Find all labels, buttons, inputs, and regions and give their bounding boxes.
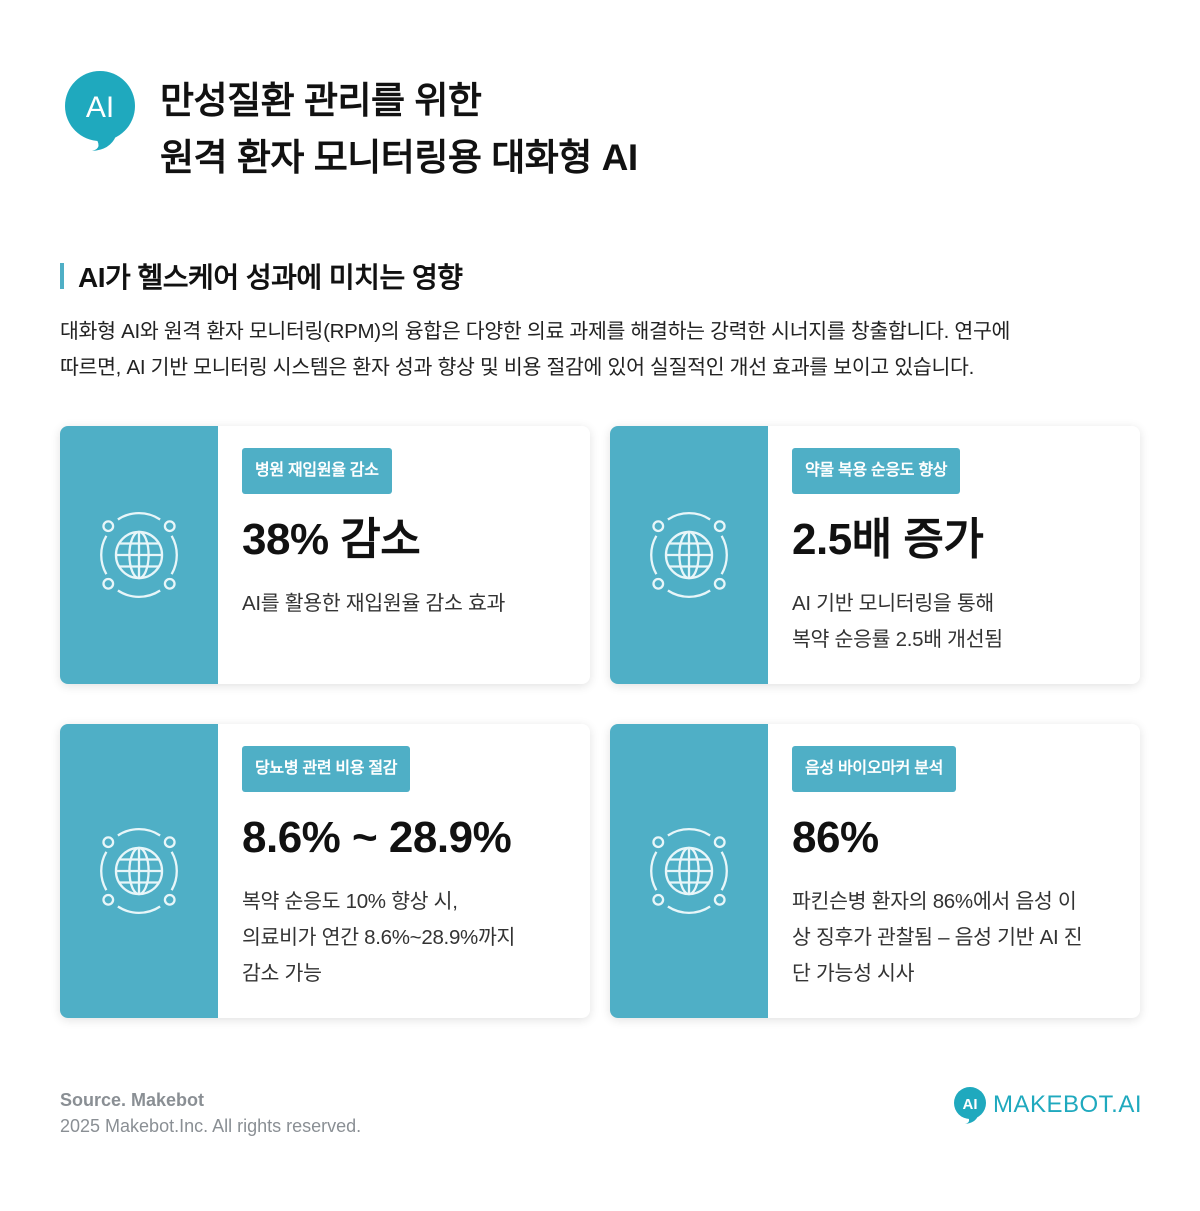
- card-icon-panel: [60, 426, 218, 684]
- header: AI 만성질환 관리를 위한 원격 환자 모니터링용 대화형 AI: [60, 68, 1140, 188]
- card-description: AI 기반 모니터링을 통해 복약 순응률 2.5배 개선됨: [792, 586, 1120, 658]
- intro-line-1: 대화형 AI와 원격 환자 모니터링(RPM)의 융합은 다양한 의료 과제를 …: [60, 320, 1011, 343]
- card-desc-line: 복약 순응도 10% 향상 시,: [242, 890, 458, 913]
- stat-card-voice-biomarker: 음성 바이오마커 분석 86% 파킨슨병 환자의 86%에서 음성 이 상 징후…: [610, 724, 1140, 1018]
- globe-icon: [650, 828, 728, 914]
- card-desc-line: AI 기반 모니터링을 통해: [792, 592, 994, 615]
- globe-icon: [100, 828, 178, 914]
- card-value: 38% 감소: [242, 515, 421, 564]
- card-tag: 당뇨병 관련 비용 절감: [242, 746, 411, 792]
- intro-line-2: 따르면, AI 기반 모니터링 시스템은 환자 성과 향상 및 비용 절감에 있…: [60, 356, 974, 379]
- makebot-logo-icon: AI: [953, 1087, 986, 1124]
- card-tag: 약물 복용 순응도 향상: [792, 448, 961, 494]
- makebot-logo[interactable]: AI MAKEBOT.AI: [953, 1086, 1142, 1124]
- card-tag: 병원 재입원율 감소: [242, 448, 392, 494]
- title-line-1: 만성질환 관리를 위한: [160, 80, 482, 121]
- card-value: 2.5배 증가: [792, 515, 984, 564]
- card-icon-panel: [610, 426, 768, 684]
- card-value: 8.6% ~ 28.9%: [242, 813, 512, 862]
- logo-text: MAKEBOT.AI: [992, 1091, 1142, 1118]
- card-icon-panel: [60, 724, 218, 1018]
- section-title: AI가 헬스케어 성과에 미치는 영향: [78, 262, 463, 293]
- card-desc-line: 의료비가 연간 8.6%~28.9%까지: [242, 926, 516, 949]
- stat-card-readmission: 병원 재입원율 감소 38% 감소 AI를 활용한 재입원율 감소 효과: [60, 426, 590, 684]
- card-desc-line: AI를 활용한 재입원율 감소 효과: [242, 592, 506, 615]
- stat-card-diabetes-cost: 당뇨병 관련 비용 절감 8.6% ~ 28.9% 복약 순응도 10% 향상 …: [60, 724, 590, 1018]
- section-accent-bar: [60, 263, 64, 289]
- card-desc-line: 단 가능성 시사: [792, 962, 915, 985]
- card-desc-line: 감소 가능: [242, 962, 322, 985]
- card-icon-panel: [610, 724, 768, 1018]
- card-desc-line: 복약 순응률 2.5배 개선됨: [792, 628, 1003, 651]
- card-desc-line: 파킨슨병 환자의 86%에서 음성 이: [792, 890, 1077, 913]
- card-value: 86%: [792, 813, 879, 862]
- globe-icon: [650, 512, 728, 598]
- footer-copyright: 2025 Makebot.Inc. All rights reserved.: [60, 1116, 362, 1136]
- footer-source: Source. Makebot: [60, 1090, 205, 1110]
- page-title: 만성질환 관리를 위한 원격 환자 모니터링용 대화형 AI: [160, 72, 638, 186]
- card-tag: 음성 바이오마커 분석: [792, 746, 957, 792]
- logo-mark-text: AI: [962, 1096, 977, 1113]
- section-heading: AI가 헬스케어 성과에 미치는 영향: [60, 256, 463, 296]
- stat-card-adherence: 약물 복용 순응도 향상 2.5배 증가 AI 기반 모니터링을 통해 복약 순…: [610, 426, 1140, 684]
- card-desc-line: 상 징후가 관찰됨 – 음성 기반 AI 진: [792, 926, 1083, 949]
- card-description: AI를 활용한 재입원율 감소 효과: [242, 586, 570, 622]
- globe-icon: [100, 512, 178, 598]
- intro-paragraph: 대화형 AI와 원격 환자 모니터링(RPM)의 융합은 다양한 의료 과제를 …: [60, 314, 1140, 386]
- card-description: 복약 순응도 10% 향상 시, 의료비가 연간 8.6%~28.9%까지 감소…: [242, 884, 570, 992]
- ai-chat-badge-icon: AI: [65, 71, 135, 151]
- ai-badge-text: AI: [86, 91, 114, 124]
- title-line-2: 원격 환자 모니터링용 대화형 AI: [160, 137, 638, 178]
- card-description: 파킨슨병 환자의 86%에서 음성 이 상 징후가 관찰됨 – 음성 기반 AI…: [792, 884, 1120, 992]
